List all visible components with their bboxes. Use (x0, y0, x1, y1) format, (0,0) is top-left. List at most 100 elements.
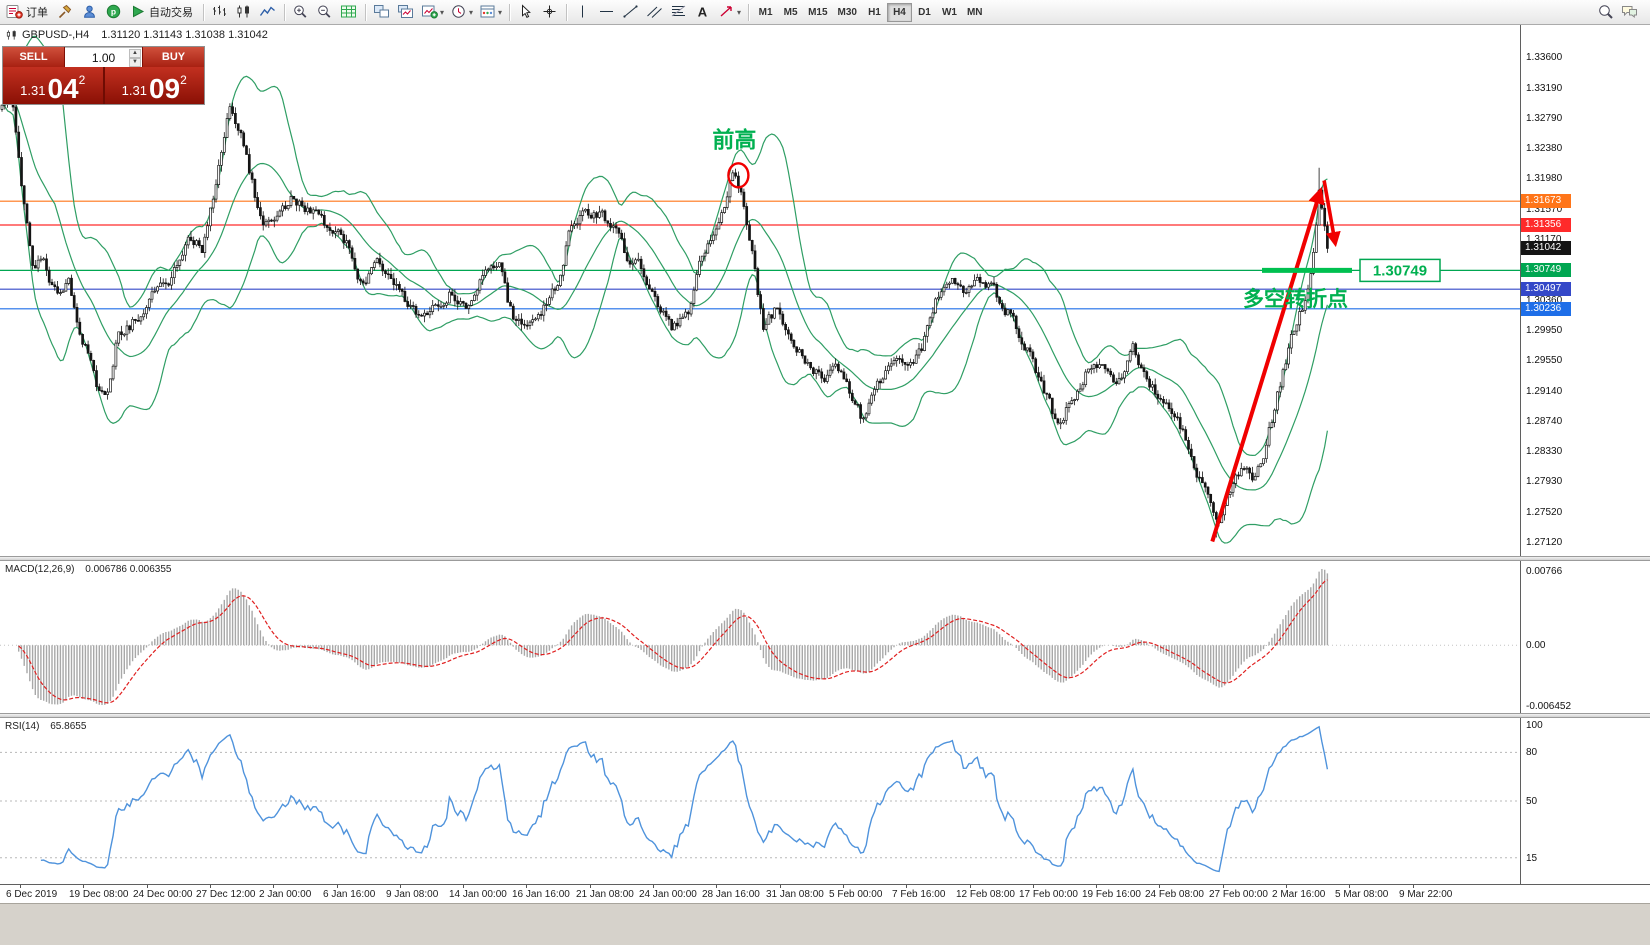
time-axis-tick (273, 885, 274, 888)
candle-chart-button[interactable] (232, 2, 256, 23)
template-button[interactable]: ▾ (476, 2, 505, 23)
one-click-trading-panel: SELL 1.00 ▲ ▼ BUY 1.31 04 2 1.31 09 2 (2, 46, 205, 105)
price-scale-label: 1.27120 (1526, 537, 1563, 548)
time-axis[interactable]: 6 Dec 2019 19 Dec 08:00 24 Dec 00:00 27 Dec… (0, 884, 1650, 903)
chevron-down-icon: ▾ (469, 7, 474, 17)
trendline-button[interactable] (619, 2, 643, 23)
channel-button[interactable] (643, 2, 667, 23)
chat-icon (1621, 4, 1639, 20)
hammer-icon (57, 4, 75, 20)
line-chart-button[interactable] (256, 2, 280, 23)
indicators-icon (340, 4, 358, 20)
rsi-value: 65.8655 (50, 721, 87, 732)
time-axis-tick (463, 885, 464, 888)
prev-high-annotation[interactable]: 前高 (712, 127, 756, 152)
line-chart-icon (259, 4, 277, 20)
sell-button[interactable]: SELL (3, 47, 65, 67)
autotrade-button[interactable]: 自动交易 (126, 2, 199, 23)
bar-chart-button[interactable] (208, 2, 232, 23)
price-tag-box[interactable] (1359, 258, 1441, 283)
buy-price-big: 09 (148, 73, 181, 105)
timeframe-h1-button[interactable]: H1 (862, 3, 887, 22)
profile-button[interactable] (78, 2, 102, 23)
rsi-name: RSI(14) (5, 721, 40, 732)
macd-axis-max: 0.00766 (1526, 566, 1563, 577)
trade-panel-top-row: SELL 1.00 ▲ ▼ BUY (3, 47, 204, 67)
time-axis-label: 12 Feb 08:00 (956, 889, 1015, 900)
macd-values: 0.006786 0.006355 (85, 564, 172, 575)
timeframe-d1-button[interactable]: D1 (912, 3, 937, 22)
time-axis-tick (843, 885, 844, 888)
price-scale-label: 1.29950 (1526, 325, 1563, 336)
text-button[interactable]: A (691, 2, 715, 23)
rsi-axis-label: 100 (1526, 720, 1543, 731)
reversal-arrow-down[interactable] (1322, 180, 1341, 248)
tile-windows-button[interactable] (370, 2, 394, 23)
turning-point-annotation[interactable]: 多空转折点 (1243, 287, 1348, 311)
macd-chart[interactable] (0, 561, 1520, 713)
buy-button[interactable]: BUY (142, 47, 204, 67)
new-chart-icon (421, 4, 439, 20)
time-axis-tick (970, 885, 971, 888)
time-axis-label: 9 Jan 08:00 (386, 889, 439, 900)
price-scale-label: 1.33600 (1526, 52, 1563, 63)
timeframe-m30-button[interactable]: M30 (833, 3, 862, 22)
bollinger-lower (1, 104, 1328, 544)
time-axis-tick (1223, 885, 1224, 888)
volume-spinner[interactable]: ▲ ▼ (129, 49, 141, 67)
prev-high-circle[interactable] (727, 162, 750, 189)
trend-arrow-up[interactable] (1210, 186, 1325, 543)
cursor-button[interactable] (514, 2, 538, 23)
time-axis-label: 16 Jan 16:00 (512, 889, 570, 900)
fibonacci-button[interactable] (667, 2, 691, 23)
community-button[interactable]: p (102, 2, 126, 23)
macd-histogram (18, 569, 1329, 705)
main-price-chart[interactable]: 前高 1.30749 多空转折点 (0, 25, 1520, 556)
toolbar: 订单 p 自动交易 ▾ ▾ ▾ A ▾ M1 M5 M15 M30 H1 H4 D1 W1 MN (0, 0, 1650, 25)
cascade-windows-icon (397, 4, 415, 20)
volume-field[interactable]: 1.00 ▲ ▼ (65, 47, 142, 67)
vline-button[interactable] (571, 2, 595, 23)
cascade-windows-button[interactable] (394, 2, 418, 23)
price-axis[interactable]: 1.33600 1.33190 1.32790 1.32380 1.31980 1.315… (1520, 25, 1650, 884)
arrows-button[interactable]: ▾ (715, 2, 744, 23)
panel-separator[interactable] (0, 556, 1650, 561)
search-icon (1597, 4, 1615, 20)
zoom-out-button[interactable] (313, 2, 337, 23)
crosshair-icon (541, 4, 559, 20)
clock-button[interactable]: ▾ (447, 2, 476, 23)
timeframe-m5-button[interactable]: M5 (778, 3, 803, 22)
time-axis-label: 6 Jan 16:00 (323, 889, 376, 900)
rsi-chart[interactable] (0, 718, 1520, 884)
spinner-down-icon[interactable]: ▼ (129, 58, 141, 67)
time-axis-tick (83, 885, 84, 888)
crosshair-button[interactable] (538, 2, 562, 23)
indicators-button[interactable] (337, 2, 361, 23)
spinner-up-icon[interactable]: ▲ (129, 49, 141, 58)
time-axis-tick (780, 885, 781, 888)
price-tag-label[interactable]: 1.30749 (1373, 262, 1427, 279)
bollinger-upper (1, 35, 1328, 457)
search-button[interactable] (1594, 2, 1618, 23)
zoom-in-button[interactable] (289, 2, 313, 23)
sell-price-display[interactable]: 1.31 04 2 (3, 67, 103, 104)
time-axis-tick (400, 885, 401, 888)
timeframe-m15-button[interactable]: M15 (803, 3, 832, 22)
timeframe-mn-button[interactable]: MN (962, 3, 988, 22)
timeframe-m1-button[interactable]: M1 (753, 3, 778, 22)
new-chart-button[interactable]: ▾ (418, 2, 447, 23)
time-axis-label: 21 Jan 08:00 (576, 889, 634, 900)
tile-windows-icon (373, 4, 391, 20)
chat-button[interactable] (1618, 2, 1642, 23)
time-axis-tick (20, 885, 21, 888)
buy-price-display[interactable]: 1.31 09 2 (104, 67, 204, 105)
new-order-button[interactable]: 订单 (3, 2, 54, 23)
macd-name: MACD(12,26,9) (5, 564, 75, 575)
hammer-button[interactable] (54, 2, 78, 23)
hline-button[interactable] (595, 2, 619, 23)
timeframe-h4-button[interactable]: H4 (886, 2, 912, 22)
candle-chart-icon (235, 4, 253, 20)
toolbar-right-group (1594, 2, 1642, 23)
timeframe-w1-button[interactable]: W1 (937, 3, 962, 22)
panel-separator[interactable] (0, 713, 1650, 718)
